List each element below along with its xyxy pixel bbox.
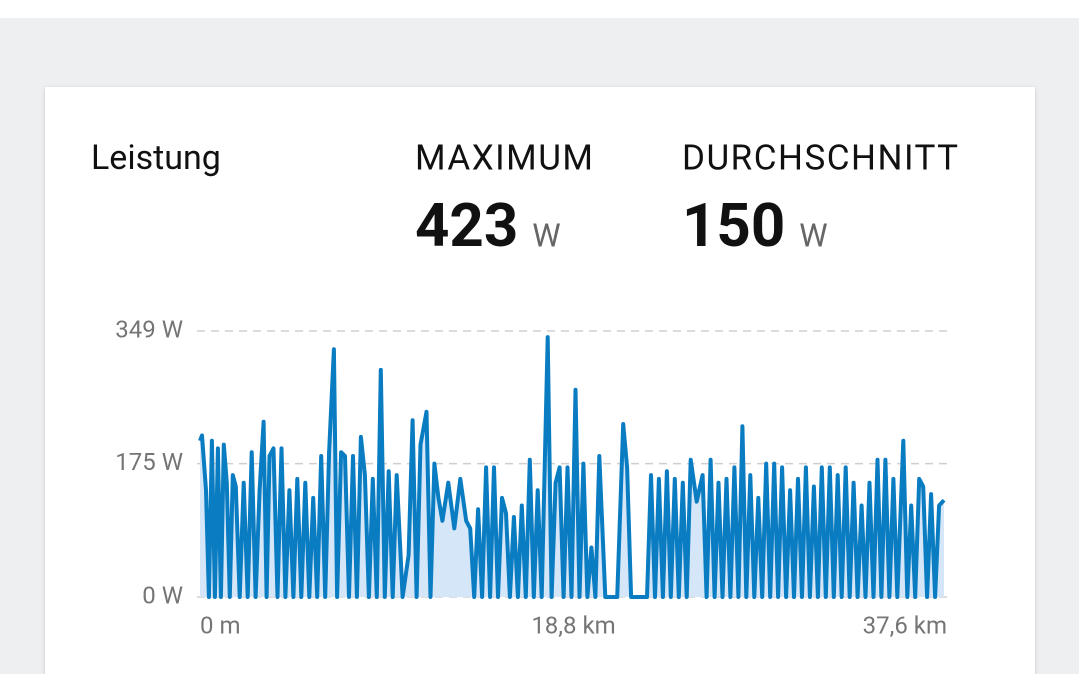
stat-unit: W (532, 216, 560, 254)
x-tick-label: 37,6 km (863, 611, 947, 639)
top-bar (0, 0, 1079, 18)
x-tick-label: 18,8 km (531, 611, 615, 639)
stat-value: 150 (682, 190, 785, 261)
y-tick-label: 175 W (115, 448, 183, 476)
stat-value: 423 (415, 190, 518, 261)
card-title: Leistung (91, 138, 221, 178)
stats: MAXIMUM 423 W DURCHSCHNITT 150 W (415, 137, 960, 261)
line (198, 335, 946, 599)
stat-label: MAXIMUM (415, 137, 594, 178)
stat-unit: W (799, 216, 827, 254)
x-tick-label: 0 m (200, 611, 241, 639)
stat-label: DURCHSCHNITT (682, 137, 960, 178)
chart: 0 W 175 W 349 W 0 m 18,8 km 37,6 km (115, 315, 947, 639)
y-tick-label: 0 W (142, 581, 183, 609)
y-tick-label: 349 W (115, 315, 183, 343)
